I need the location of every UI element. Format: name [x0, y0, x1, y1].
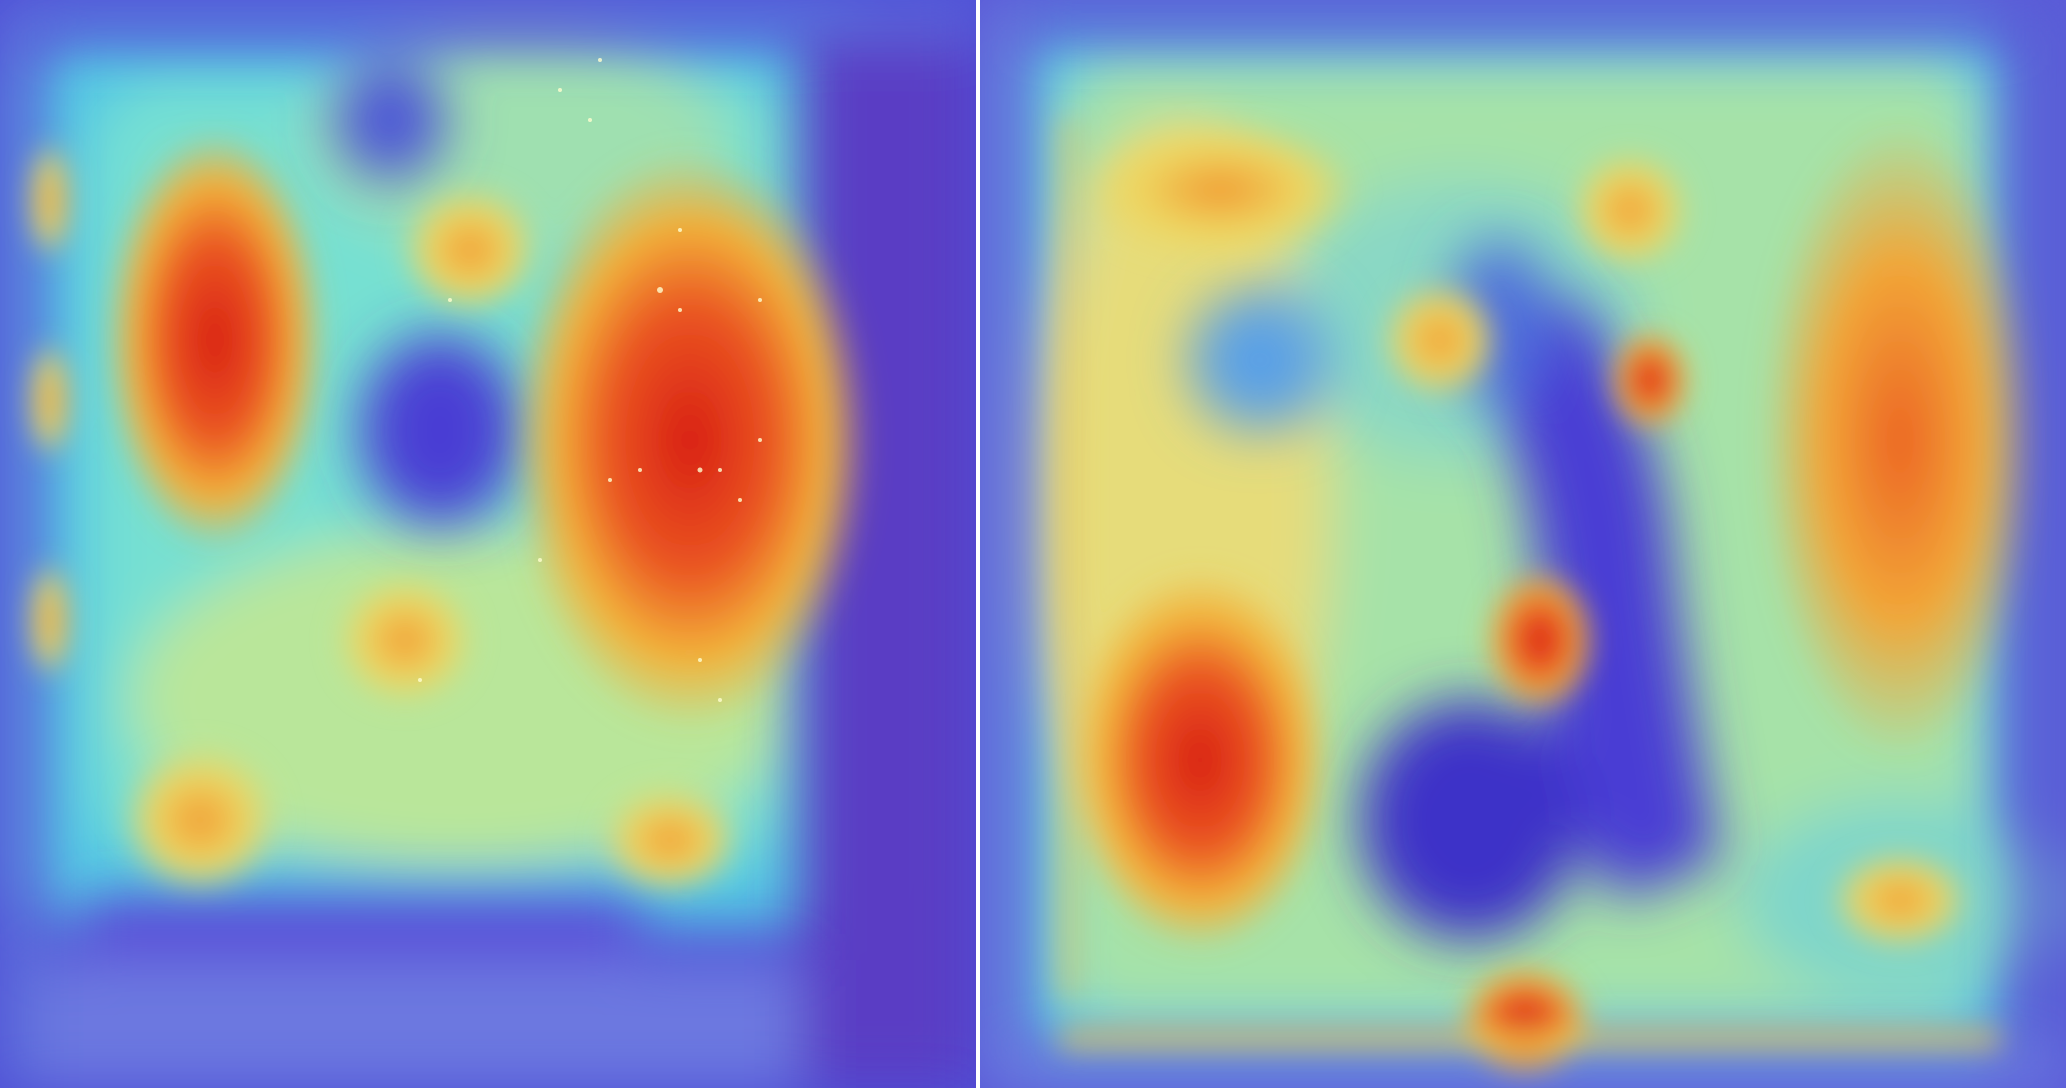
right-heatmap-panel [980, 0, 2066, 1088]
left-speckles [418, 58, 762, 702]
left-heatmap [0, 0, 976, 1088]
right-hot-spot-4 [1460, 965, 1590, 1075]
left-warm-spot-1 [335, 575, 475, 705]
right-hot-spot-2 [1070, 570, 1330, 950]
left-heatmap-panel [0, 0, 976, 1088]
right-heatmap [980, 0, 2066, 1088]
right-hot-spot-3 [1485, 570, 1595, 710]
panel-gap [976, 0, 980, 1088]
right-cool-band [1450, 290, 1720, 900]
right-warm-spot-1 [1080, 120, 1360, 260]
left-hot-spot-1 [105, 130, 325, 550]
left-cool-center [360, 335, 520, 525]
left-warm-spot-3 [400, 185, 540, 315]
left-warm-spot-2 [120, 745, 280, 895]
right-hot-spot-1 [1760, 120, 2040, 760]
right-warm-spot-2 [1570, 150, 1690, 270]
left-hot-spot-2 [510, 150, 870, 730]
